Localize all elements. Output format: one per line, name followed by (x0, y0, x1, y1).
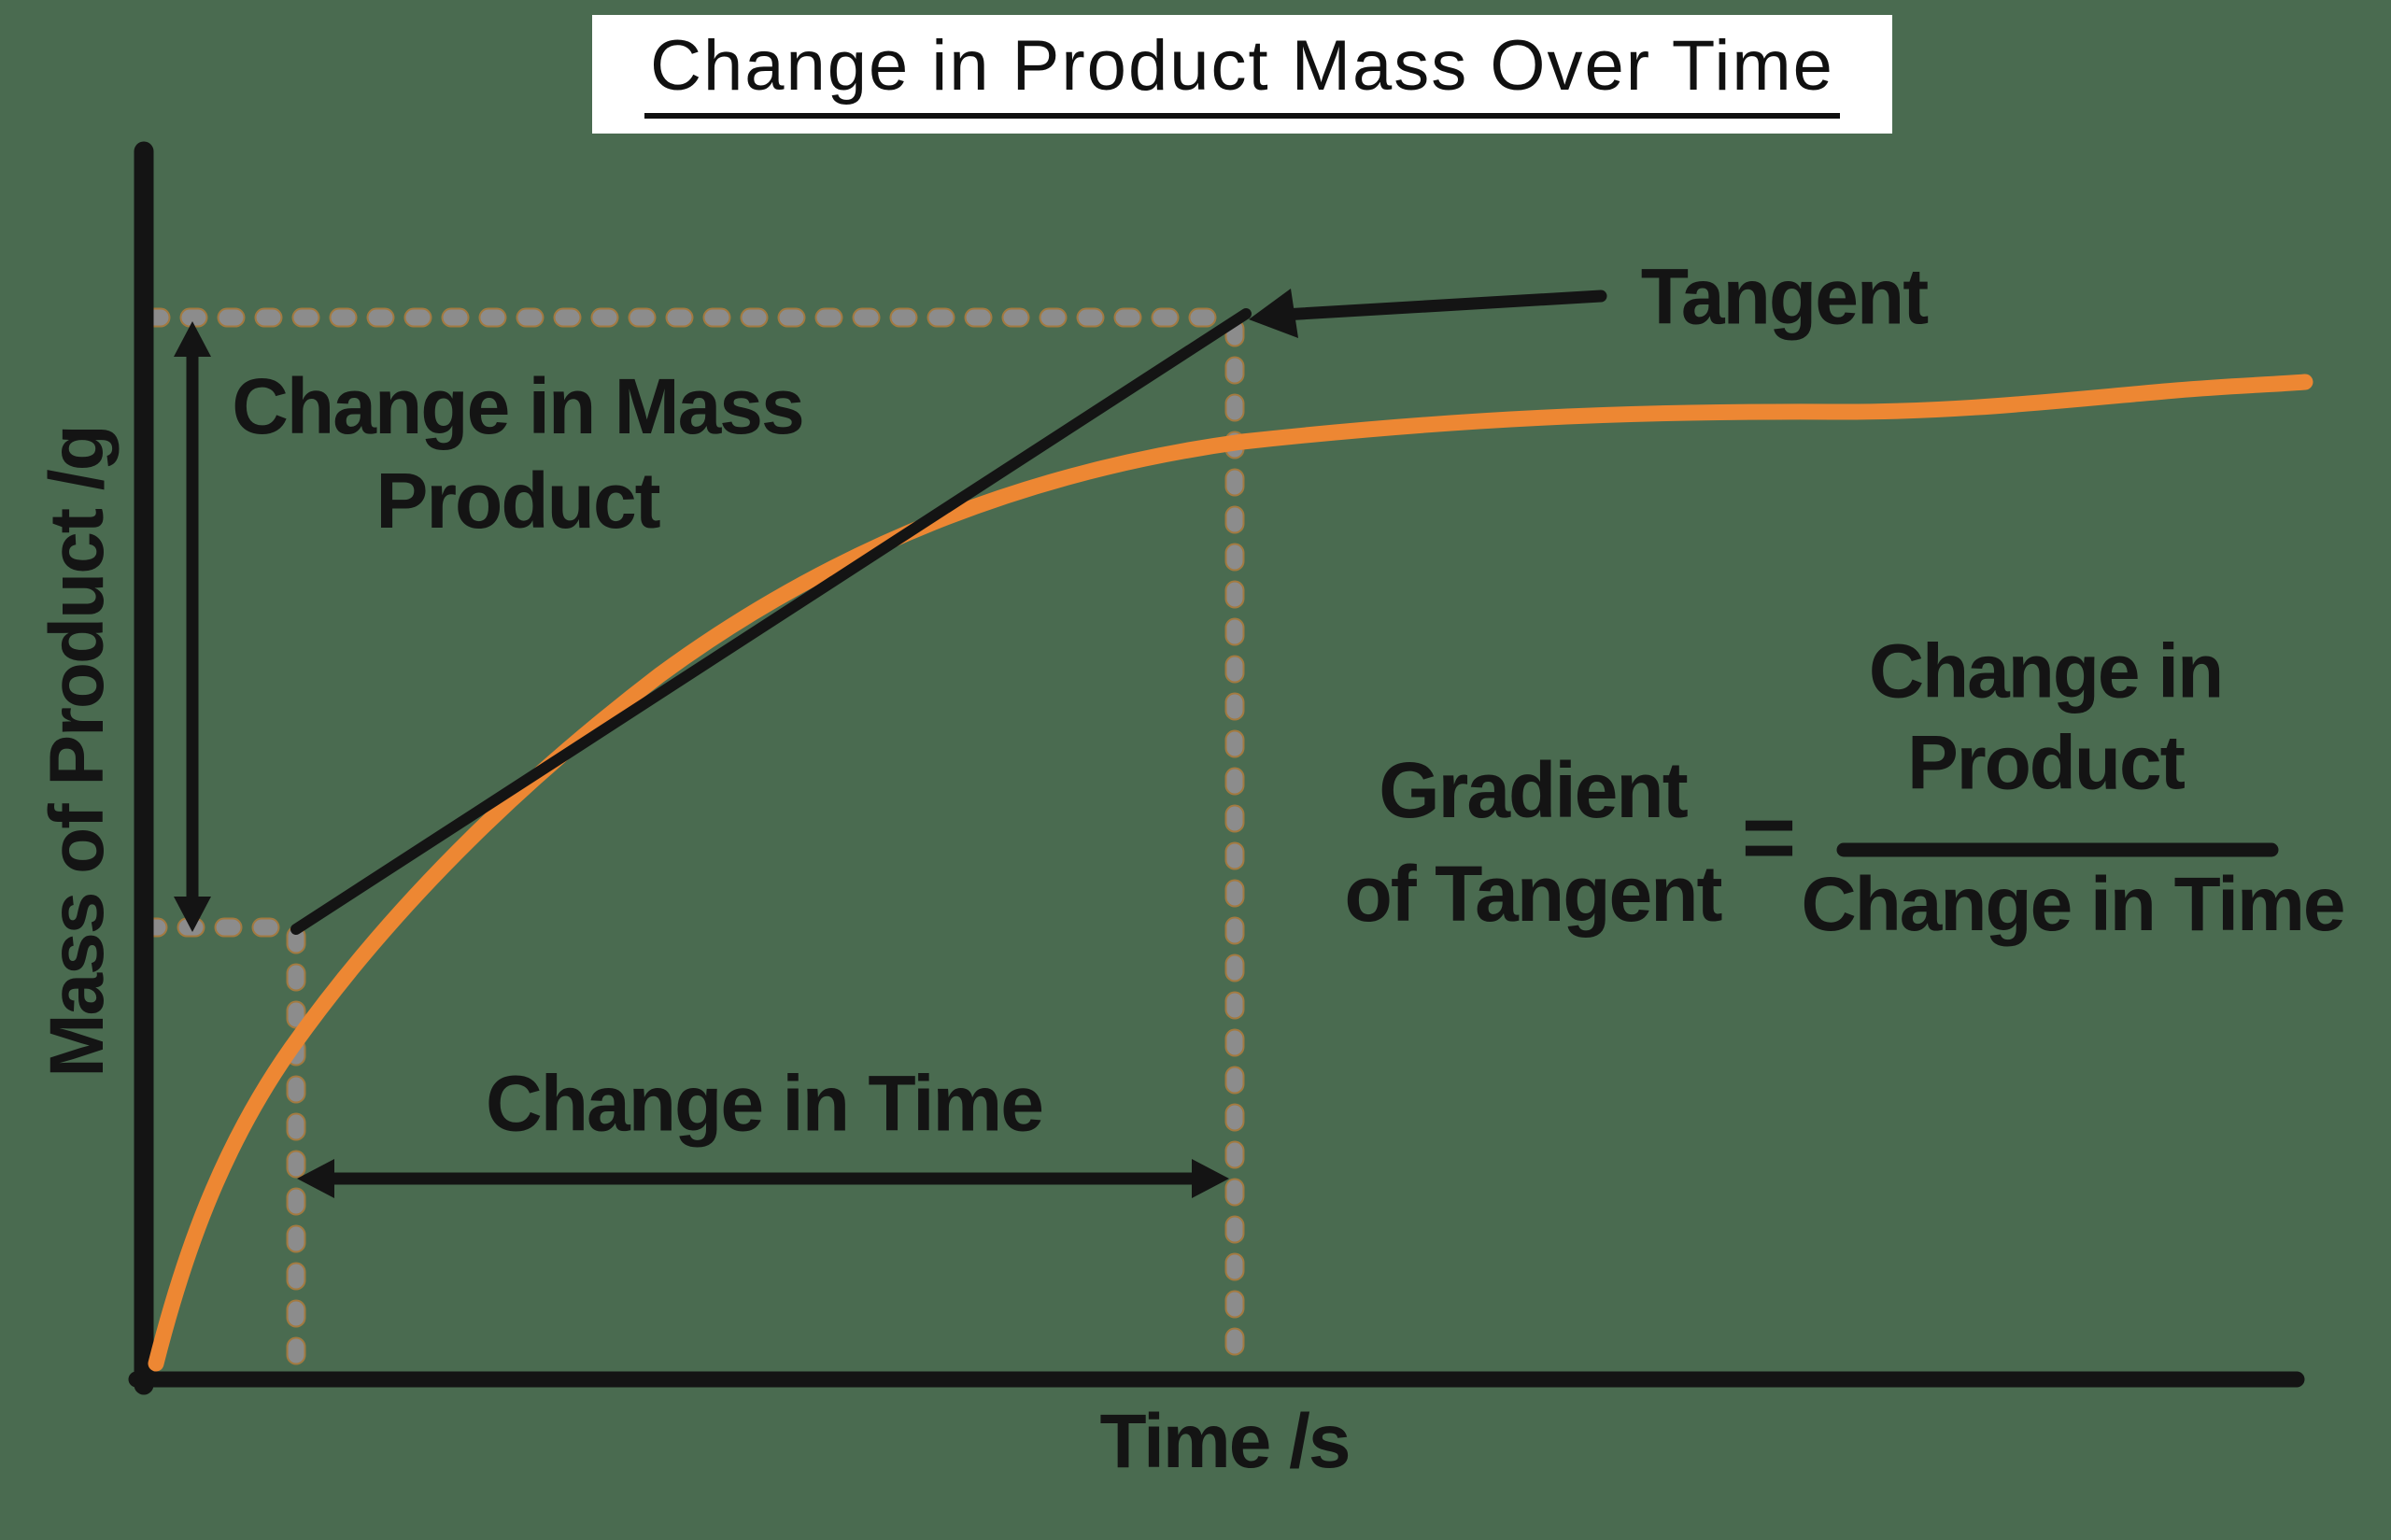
tangent-line (290, 308, 1252, 935)
mass-change-arrowhead-bottom (174, 897, 211, 932)
change-in-mass-label-line2: Product (375, 457, 660, 544)
page-title: Change in Product Mass Over Time (644, 30, 1840, 119)
tangent-pointer-arrowhead (1249, 289, 1298, 338)
fraction-numerator: Change in Product (1868, 627, 2224, 811)
equals-sign: = (1741, 785, 1797, 890)
time-change-arrowhead-left (297, 1159, 334, 1198)
gradient-label-line1: Gradient (1379, 746, 1688, 835)
change-in-mass-label: Change in Mass Product (232, 360, 804, 548)
title-box: Change in Product Mass Over Time (592, 15, 1892, 134)
numerator-line2: Product (1907, 721, 2186, 806)
change-in-time-label: Change in Time (486, 1059, 1044, 1148)
time-change-arrowhead-right (1192, 1159, 1229, 1198)
product-mass-curve (148, 374, 2313, 1372)
y-axis-label: Mass of Product /g (34, 426, 120, 1078)
tangent-label: Tangent (1640, 252, 1929, 341)
fraction-denominator: Change in Time (1801, 861, 2345, 947)
gradient-label-line2: of Tangent (1344, 850, 1722, 938)
mass-change-arrowhead-top (174, 321, 211, 357)
x-axis-label: Time /s (1099, 1398, 1351, 1484)
numerator-line1: Change in (1868, 629, 2224, 714)
gradient-of-tangent-label: Gradient of Tangent (1344, 739, 1722, 946)
change-in-mass-label-line1: Change in Mass (232, 362, 804, 451)
tangent-pointer-arrow-shaft (1277, 290, 1607, 321)
